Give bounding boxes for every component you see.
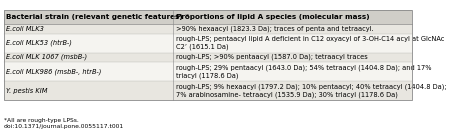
Text: >90% hexaacyl (1823.3 Da); traces of penta and tetraacyl.: >90% hexaacyl (1823.3 Da); traces of pen… bbox=[176, 26, 374, 32]
Text: E.coli MLK3: E.coli MLK3 bbox=[6, 26, 44, 32]
Text: doi:10.1371/journal.pone.0055117.t001: doi:10.1371/journal.pone.0055117.t001 bbox=[3, 124, 124, 129]
Text: rough-LPS; pentaacyl lipid A deficient in C12 oxyacyl of 3-OH-C14 acyl at GlcNAc: rough-LPS; pentaacyl lipid A deficient i… bbox=[176, 36, 444, 50]
Bar bbox=[3, 24, 412, 33]
Bar bbox=[3, 10, 412, 24]
Text: Proportions of lipid A species (molecular mass): Proportions of lipid A species (molecula… bbox=[176, 14, 369, 20]
Text: E.coli MLK 1067 (msbB-): E.coli MLK 1067 (msbB-) bbox=[6, 54, 87, 61]
Text: Bacterial strain (relevant genetic features) *: Bacterial strain (relevant genetic featu… bbox=[6, 14, 189, 20]
Text: E.coli MLK986 (msbB-, htrB-): E.coli MLK986 (msbB-, htrB-) bbox=[6, 68, 101, 75]
Text: *All are rough-type LPSs.: *All are rough-type LPSs. bbox=[3, 118, 78, 123]
Text: E.coli MLK53 (htrB-): E.coli MLK53 (htrB-) bbox=[6, 40, 72, 46]
Text: rough-LPS; 29% pentaacyl (1643.0 Da); 54% tetraacyl (1404.8 Da); and 17%
triacyl: rough-LPS; 29% pentaacyl (1643.0 Da); 54… bbox=[176, 64, 431, 79]
Bar bbox=[3, 33, 412, 52]
Text: Y. pestis KIM: Y. pestis KIM bbox=[6, 87, 47, 94]
Text: rough-LPS; 9% hexaacyl (1797.2 Da); 10% pentaacyl; 40% tetraacyl (1404.8 Da);
7%: rough-LPS; 9% hexaacyl (1797.2 Da); 10% … bbox=[176, 83, 446, 98]
Bar bbox=[3, 10, 412, 100]
Bar bbox=[3, 62, 412, 81]
Bar bbox=[3, 81, 412, 100]
Bar bbox=[3, 52, 412, 62]
Text: rough-LPS; >90% pentaacyl (1587.0 Da); tetraacyl traces: rough-LPS; >90% pentaacyl (1587.0 Da); t… bbox=[176, 54, 367, 61]
